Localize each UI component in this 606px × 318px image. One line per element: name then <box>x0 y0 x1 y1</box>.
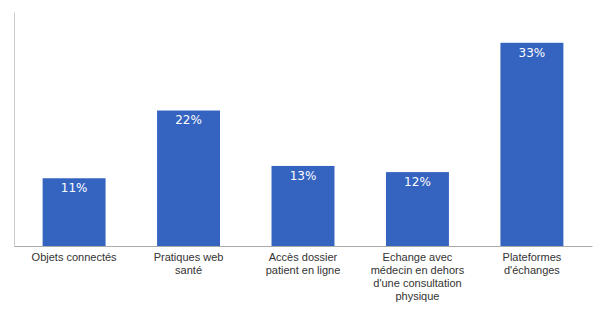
data-labels: 11% 22% 13% 12% 33% <box>61 46 545 195</box>
x-tick-label-line: Pratiques web <box>154 251 224 263</box>
x-tick: Accès dossierpatient en ligne <box>266 251 341 276</box>
y-axis <box>14 13 15 247</box>
data-label: 33% <box>519 46 546 60</box>
x-tick-label-line: Plateformes <box>503 251 562 263</box>
x-tick-label-line: médecin en dehors <box>371 264 465 276</box>
data-label: 12% <box>404 175 431 189</box>
bar <box>500 43 563 246</box>
x-tick-label: Pratiques websanté <box>154 251 224 276</box>
bar <box>43 178 106 246</box>
x-tick-label-line: d'échanges <box>504 264 560 276</box>
x-tick-label-line: physique <box>395 290 439 302</box>
x-tick-label: Accès dossierpatient en ligne <box>266 251 341 276</box>
x-tick-label-line: patient en ligne <box>266 264 341 276</box>
data-label: 22% <box>175 113 202 127</box>
x-tick-label: Echange avecmédecin en dehorsd'une consu… <box>371 251 465 303</box>
data-label: 11% <box>61 181 88 195</box>
x-tick-label: Plateformesd'échanges <box>503 251 562 276</box>
y-axis-line <box>14 13 15 247</box>
x-tick-label-line: Echange avec <box>383 251 453 263</box>
x-tick-label-line: santé <box>175 264 202 276</box>
x-tick-label-line: d'une consultation <box>373 277 461 289</box>
x-tick: Plateformesd'échanges <box>503 251 562 276</box>
chart: Objets connectés Pratiques websanté Accès … <box>0 0 606 318</box>
bar <box>272 166 335 246</box>
x-axis: Objets connectés Pratiques websanté Accès … <box>15 247 593 303</box>
bar <box>386 172 449 246</box>
x-tick-label-line: Accès dossier <box>269 251 338 263</box>
x-axis-line <box>15 246 593 247</box>
x-tick: Pratiques websanté <box>154 251 224 276</box>
bars <box>43 43 564 246</box>
plot: Objets connectés Pratiques websanté Accès … <box>15 13 593 303</box>
x-tick-label-line: Objets connectés <box>32 251 117 263</box>
bar <box>157 111 220 246</box>
x-tick: Objets connectés <box>32 251 117 263</box>
x-tick-label: Objets connectés <box>32 251 117 263</box>
data-label: 13% <box>290 169 317 183</box>
x-tick: Echange avecmédecin en dehorsd'une consu… <box>371 251 465 303</box>
